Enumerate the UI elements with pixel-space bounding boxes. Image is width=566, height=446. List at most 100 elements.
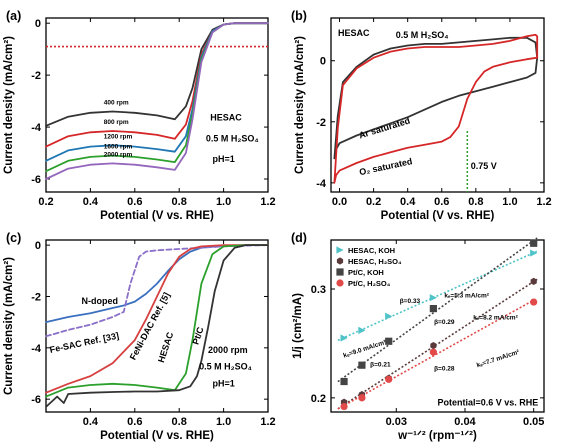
annotation: 0.5 M H₂SO₄ <box>199 362 252 372</box>
data-point <box>336 257 344 265</box>
annotation: Ar saturated <box>358 115 412 140</box>
data-point <box>429 348 437 356</box>
y-tick-label: 0 <box>320 56 326 68</box>
x-tick-label: 1.0 <box>502 196 517 208</box>
panel-letter: (d) <box>291 231 307 245</box>
x-tick-label: 0.0 <box>332 196 347 208</box>
series-line <box>45 244 269 338</box>
annotation: kₑ=7.7 mA/cm² <box>476 349 521 370</box>
annotation: kₑ=8.2 mA/cm² <box>473 314 518 321</box>
series-label: HESAC <box>156 330 175 364</box>
fit-line <box>337 297 538 410</box>
y-tick-label: -6 <box>31 174 41 186</box>
y-tick-label: 0.2 <box>311 393 326 405</box>
series-label: 2000 rpm <box>104 151 133 158</box>
panel-b: 0.0 0.2 0.4 0.6 0.8 1.0 1.2 0 -2 -4 Potential (V v… <box>291 9 552 222</box>
x-tick-label: 0.03 <box>386 416 407 428</box>
data-point <box>385 337 393 345</box>
y-axis-label: Current density (mA/cm²) <box>3 36 15 174</box>
legend-label: HESAC, KOH <box>348 246 395 255</box>
series-line <box>45 244 269 394</box>
data-point <box>385 375 393 383</box>
data-point <box>385 312 393 320</box>
annotation: HESAC <box>338 28 370 38</box>
y-tick-label: -6 <box>31 394 41 406</box>
series-label: 1600 rpm <box>104 144 133 151</box>
x-tick-label: 0.8 <box>172 416 187 428</box>
y-tick-label: -2 <box>31 291 41 303</box>
x-tick-label: 0.04 <box>454 416 476 428</box>
legend-label: Pt/C, H₂SO₄ <box>348 279 391 288</box>
annotation: pH=1 <box>213 378 235 388</box>
x-tick-label: 1.0 <box>216 416 231 428</box>
x-tick-label: 0.6 <box>127 196 142 208</box>
x-axis-label: Potential (V vs. RHE) <box>100 430 214 442</box>
y-tick-label: -4 <box>31 122 42 134</box>
annotation: Potential=0.6 V vs. RHE <box>438 397 539 407</box>
x-axis-label: Potential (V vs. RHE) <box>381 210 495 222</box>
data-point <box>429 294 437 302</box>
data-point <box>430 342 437 350</box>
data-point <box>530 249 538 257</box>
x-tick-label: 0.4 <box>83 196 99 208</box>
data-point <box>530 277 537 285</box>
panel-c: 0.4 0.6 0.8 1.0 1.2 0 -2 -4 -6 Potential (V vs. R… <box>3 231 276 442</box>
annotation: β=0.29 <box>434 319 455 326</box>
series-line <box>45 22 269 148</box>
legend-label: HESAC, H₂SO₄ <box>348 257 402 266</box>
data-point <box>336 246 344 254</box>
y-tick-label: -2 <box>316 117 326 129</box>
series-line <box>333 33 539 184</box>
x-axis-label: w⁻¹ᐟ² (rpm⁻¹ᐟ²) <box>397 430 477 442</box>
series-line <box>45 22 269 127</box>
series-label: Fe-SAC Ref. [33] <box>49 330 120 354</box>
series-label: 400 rpm <box>104 99 129 106</box>
y-tick-label: -4 <box>31 343 42 355</box>
x-tick-label: 0.6 <box>434 196 449 208</box>
x-tick-label: 0.2 <box>366 196 381 208</box>
x-tick-label: 0.6 <box>127 416 142 428</box>
x-tick-label: 1.2 <box>536 196 551 208</box>
annotation: 0.5 M H₂SO₄ <box>206 133 259 143</box>
data-point <box>336 268 344 276</box>
data-point <box>358 326 366 334</box>
annotation: pH=1 <box>213 154 235 164</box>
x-tick-label: 1.2 <box>260 196 275 208</box>
data-point <box>358 361 366 369</box>
x-tick-label: 0.2 <box>38 196 53 208</box>
data-point <box>429 304 437 313</box>
series-line <box>45 244 269 408</box>
series-label: N-doped <box>82 296 119 306</box>
y-tick-label: 0.3 <box>311 284 326 296</box>
y-axis-label: Current density (mA/cm²) <box>294 36 306 174</box>
panel-d: 0.03 0.04 0.05 0.2 0.3 w⁻¹ᐟ² (rpm⁻¹ᐟ²) 1/j (cm… <box>291 231 545 442</box>
x-tick-label: 0.4 <box>83 416 99 428</box>
legend-label: Pt/C, KOH <box>348 268 384 277</box>
x-tick-label: 1.0 <box>216 196 231 208</box>
data-point <box>530 239 538 247</box>
x-tick-label: 0.05 <box>523 416 544 428</box>
annotation: β=0.21 <box>370 361 391 368</box>
y-axis-label: Current density (mA/cm²) <box>3 257 15 395</box>
data-point <box>358 394 366 402</box>
annotation: β=0.33 <box>400 298 421 305</box>
series-label: 800 rpm <box>104 119 129 126</box>
annotation: HESAC <box>210 113 242 123</box>
panel-a: 0.2 0.4 0.6 0.8 1.0 1.2 0 -2 -4 -6 Potential (V vs… <box>3 9 276 222</box>
annotation: β=0.28 <box>434 366 455 373</box>
annotation: 2000 rpm <box>208 345 248 355</box>
data-point <box>530 298 538 306</box>
plot-frame <box>330 17 545 193</box>
data-point <box>340 402 348 411</box>
x-tick-label: 0.4 <box>400 196 416 208</box>
x-tick-label: 1.2 <box>260 416 275 428</box>
x-tick-label: 0.8 <box>468 196 483 208</box>
y-tick-label: 0 <box>35 240 41 252</box>
fit-line <box>337 237 538 383</box>
y-tick-label: -4 <box>316 178 327 190</box>
y-tick-label: 0 <box>35 18 41 30</box>
series-label: Pt/C <box>190 325 205 346</box>
panel-letter: (a) <box>6 9 21 23</box>
plot-frame <box>45 17 269 193</box>
